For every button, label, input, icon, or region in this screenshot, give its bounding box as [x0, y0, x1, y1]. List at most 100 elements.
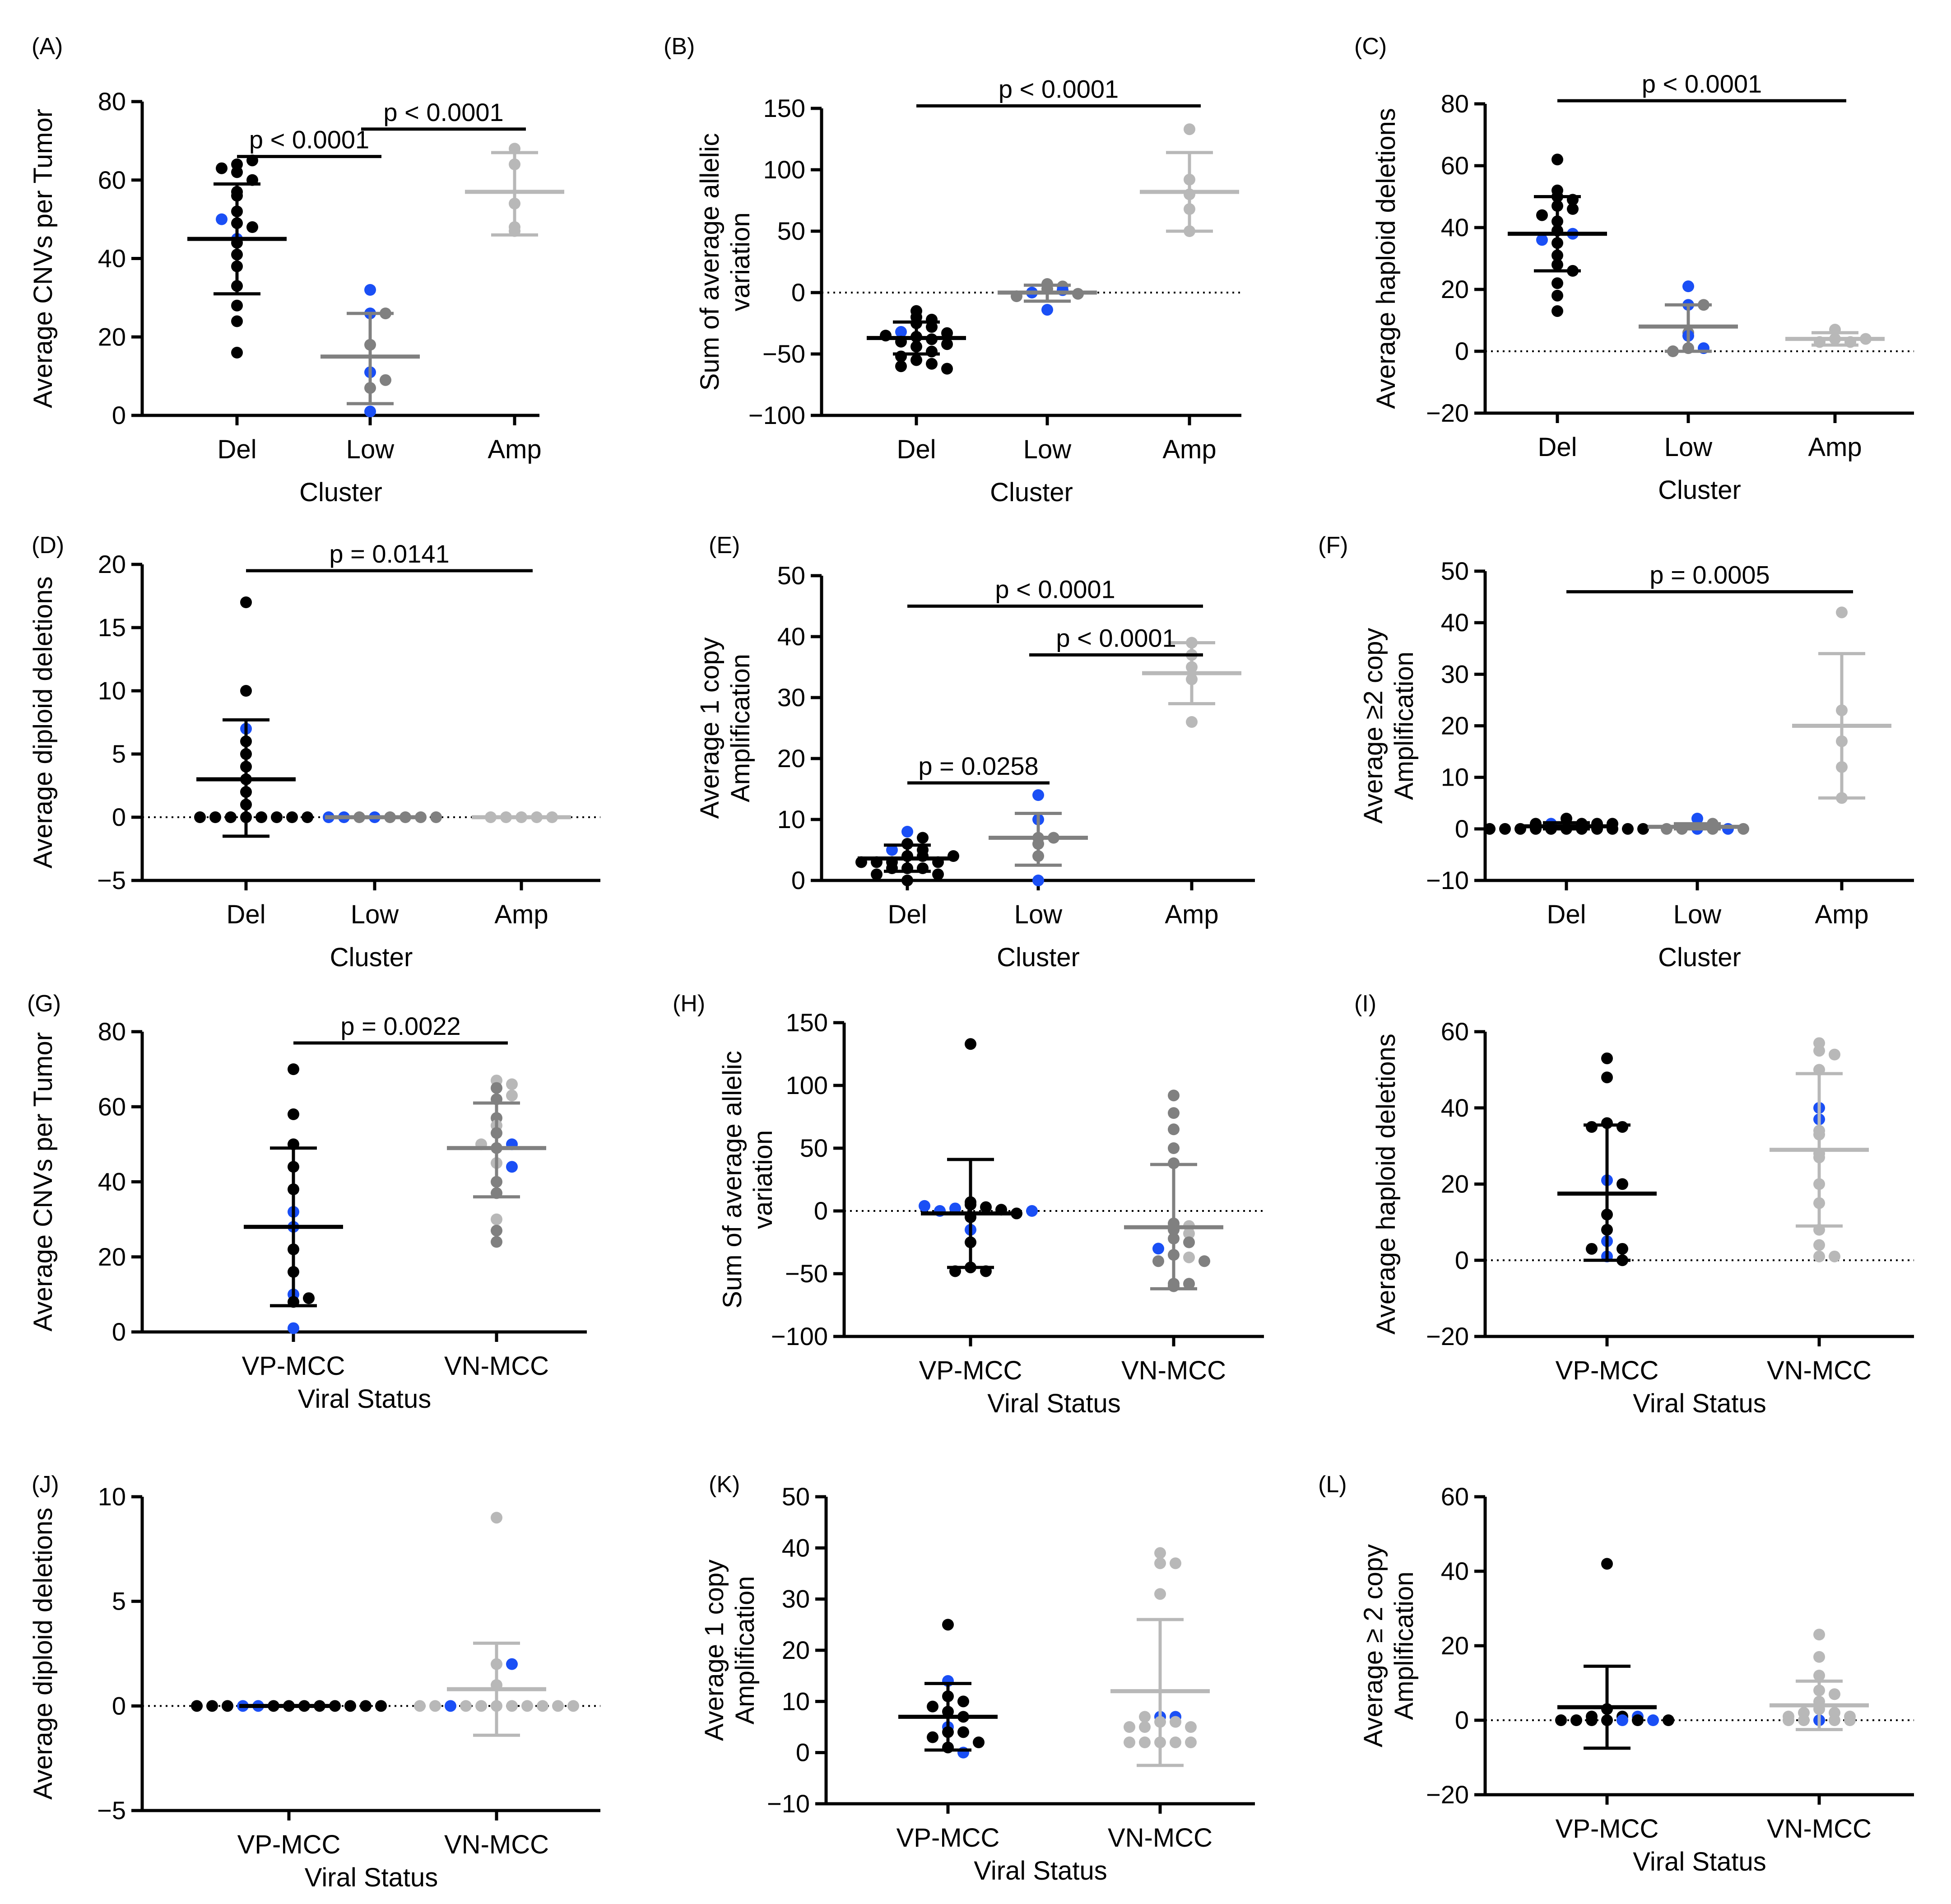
y-tick-label: 10	[782, 1687, 810, 1715]
data-point	[271, 811, 283, 823]
data-point	[1168, 1089, 1180, 1102]
y-axis-title: Average ≥2 copy	[1359, 628, 1388, 824]
data-point	[919, 1200, 930, 1212]
data-point	[255, 811, 267, 823]
y-tick-label: −100	[748, 401, 805, 429]
y-tick-label: 0	[1455, 1706, 1469, 1734]
category-label: Low	[351, 900, 399, 929]
y-tick-label: 0	[112, 1691, 126, 1720]
panel-g: (G) 0 20 40 60 80 VP-MCC VN-MCC Viral Status Aver…	[27, 991, 587, 1414]
panel-label: (F)	[1318, 532, 1348, 559]
data-point	[506, 1078, 518, 1090]
panel-b: (B) −100 −50 0 50 100 150 Del Low Amp Cluster Sum o…	[664, 33, 1241, 507]
p-value-label: p < 0.0001	[1642, 70, 1762, 98]
data-point	[375, 1700, 387, 1712]
category-label: VP-MCC	[919, 1356, 1022, 1385]
data-point	[231, 299, 243, 312]
p-value-label: p = 0.0258	[918, 752, 1038, 780]
category-label: VN-MCC	[1121, 1356, 1226, 1385]
category-label: Del	[1538, 433, 1577, 462]
y-tick-label: −10	[1426, 866, 1469, 894]
data-point	[1536, 209, 1548, 221]
y-tick-label: 0	[791, 278, 805, 307]
data-point	[1170, 1716, 1181, 1728]
data-point	[1617, 1121, 1628, 1133]
data-point	[429, 1700, 441, 1712]
data-point	[1198, 1255, 1210, 1267]
y-tick-label: 20	[782, 1636, 810, 1664]
y-tick-label: −10	[767, 1789, 810, 1818]
data-point	[506, 1161, 518, 1173]
category-label: VN-MCC	[1108, 1823, 1212, 1853]
category-label: Amp	[1165, 900, 1218, 929]
data-point	[1184, 123, 1195, 135]
y-tick-label: 20	[1441, 712, 1469, 740]
data-point	[949, 1202, 961, 1215]
y-axis-title: Amplification	[726, 654, 755, 802]
data-point	[941, 363, 953, 375]
data-point	[302, 811, 313, 823]
y-tick-label: 0	[112, 1317, 126, 1346]
data-point	[926, 358, 938, 370]
data-point	[475, 1700, 487, 1712]
y-tick-label: 0	[1455, 337, 1469, 365]
data-point	[965, 1038, 976, 1050]
y-axis-title: Amplification	[730, 1576, 760, 1725]
data-point	[1032, 875, 1044, 886]
panel-label: (I)	[1354, 991, 1376, 1017]
category-label: Amp	[1808, 433, 1862, 462]
data-point	[216, 213, 228, 225]
data-point	[360, 1700, 372, 1712]
data-point	[430, 811, 442, 823]
panel-a: (A) 0 20 40 60 80 Del Low Amp Cluster Average CNVs…	[28, 33, 564, 507]
y-tick-label: 50	[777, 561, 805, 590]
data-point	[231, 347, 243, 358]
y-tick-label: 100	[786, 1071, 828, 1099]
data-point	[567, 1700, 579, 1712]
data-point	[942, 1619, 954, 1631]
y-tick-label: 40	[1441, 1094, 1469, 1122]
y-tick-label: 20	[98, 550, 126, 578]
data-point	[506, 1089, 518, 1102]
data-point	[288, 1108, 299, 1120]
data-point	[1829, 1250, 1840, 1262]
y-axis-title: Average ≥ 2 copy	[1359, 1544, 1388, 1747]
y-axis-title: Average 1 copy	[695, 638, 725, 819]
panel-d: (D) −5 0 5 10 15 20 Del Low Amp Cluster Average dip…	[28, 532, 600, 972]
data-point	[910, 354, 922, 366]
x-axis-title: Cluster	[330, 943, 413, 972]
data-point	[491, 1512, 502, 1524]
data-point	[1124, 1721, 1135, 1733]
panel-label: (L)	[1318, 1471, 1347, 1498]
data-point	[1829, 1688, 1840, 1700]
data-point	[957, 1695, 969, 1708]
data-point	[1139, 1721, 1151, 1733]
data-point	[491, 1082, 502, 1094]
data-point	[240, 596, 252, 608]
y-tick-label: 80	[98, 87, 126, 116]
panel-label: (B)	[664, 33, 695, 60]
data-point	[380, 374, 391, 386]
y-tick-label: 5	[112, 740, 126, 768]
category-label: Amp	[488, 435, 541, 464]
y-tick-label: −50	[762, 340, 805, 368]
y-tick-label: 60	[98, 1092, 126, 1121]
category-label: VP-MCC	[242, 1351, 345, 1381]
data-point	[1552, 154, 1563, 166]
x-axis-title: Cluster	[1658, 475, 1741, 505]
data-point	[1183, 1236, 1195, 1248]
data-point	[414, 1700, 426, 1712]
data-point	[1722, 823, 1734, 835]
data-point	[1617, 1178, 1628, 1190]
data-point	[886, 844, 898, 856]
data-point	[980, 1201, 992, 1213]
y-tick-label: 0	[796, 1738, 810, 1767]
y-tick-label: 10	[777, 805, 805, 833]
x-axis-title: Cluster	[990, 478, 1073, 507]
data-point	[344, 1700, 356, 1712]
p-value-label: p < 0.0001	[249, 126, 369, 154]
panel-f: (F) −10 0 10 20 30 40 50 Del Low Amp Cluster Average…	[1318, 532, 1914, 972]
data-point	[941, 338, 953, 350]
